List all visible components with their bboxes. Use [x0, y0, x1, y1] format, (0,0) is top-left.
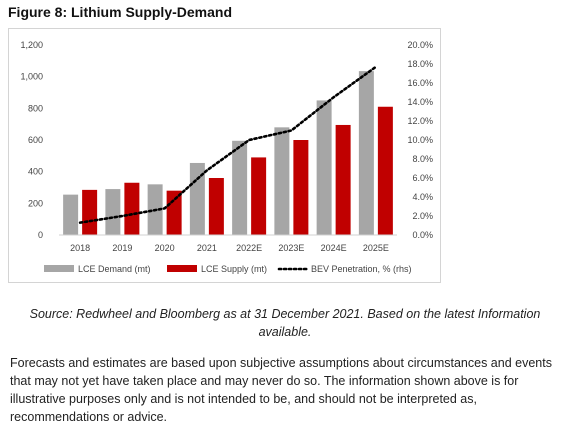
source-note: Source: Redwheel and Bloomberg as at 31 … — [29, 307, 541, 339]
demand-bar — [358, 71, 374, 235]
x-tick-label: 2022E — [236, 243, 262, 253]
demand-bar — [316, 100, 332, 236]
x-tick-label: 2021 — [197, 243, 217, 253]
bev-penetration-line — [78, 65, 378, 224]
y2-tick-label: 6.0% — [412, 173, 433, 183]
legend-swatch-demand — [44, 265, 74, 272]
supply-bar — [82, 189, 98, 235]
y-tick-label: 0 — [38, 230, 43, 240]
legend-label-supply: LCE Supply (mt) — [201, 264, 267, 274]
supply-bar — [166, 190, 182, 235]
y-tick-label: 600 — [28, 135, 43, 145]
demand-bar — [274, 127, 290, 235]
y2-tick-label: 12.0% — [407, 116, 433, 126]
supply-bar — [335, 124, 351, 235]
disclaimer-text: Forecasts and estimates are based upon s… — [10, 356, 552, 424]
supply-bar — [377, 106, 393, 235]
y2-tick-label: 2.0% — [412, 211, 433, 221]
demand-bar — [232, 140, 248, 235]
y2-tick-label: 18.0% — [407, 59, 433, 69]
chart-container: 0 200 400 600 800 1,000 1,200 0.0% 2.0% 4.0% 6.0%… — [8, 28, 441, 283]
x-tick-label: 2019 — [112, 243, 132, 253]
supply-bar — [293, 140, 309, 235]
y2-tick-label: 14.0% — [407, 97, 433, 107]
y2-tick-label: 10.0% — [407, 135, 433, 145]
y2-tick-label: 8.0% — [412, 154, 433, 164]
x-tick-label: 2024E — [321, 243, 347, 253]
x-tick-label: 2023E — [278, 243, 304, 253]
chart-svg: 0 200 400 600 800 1,000 1,200 0.0% 2.0% 4.0% 6.0%… — [20, 40, 433, 274]
figure-title: Figure 8: Lithium Supply-Demand — [8, 4, 233, 20]
demand-bar — [63, 194, 79, 235]
x-tick-label: 2025E — [363, 243, 389, 253]
legend-label-penetration: BEV Penetration, % (rhs) — [311, 264, 412, 274]
y-tick-label: 1,200 — [20, 40, 43, 50]
legend-swatch-supply — [167, 265, 197, 272]
y-tick-label: 1,000 — [20, 72, 43, 82]
y2-tick-label: 4.0% — [412, 192, 433, 202]
y2-tick-label: 20.0% — [407, 40, 433, 50]
supply-bar — [251, 157, 267, 235]
x-tick-label: 2018 — [70, 243, 90, 253]
demand-bar — [105, 189, 121, 235]
y-tick-label: 800 — [28, 103, 43, 113]
supply-bar — [208, 178, 224, 235]
supply-bar — [124, 182, 140, 235]
legend-label-demand: LCE Demand (mt) — [78, 264, 151, 274]
x-tick-label: 2020 — [155, 243, 175, 253]
y-tick-label: 400 — [28, 167, 43, 177]
y2-tick-label: 16.0% — [407, 78, 433, 88]
y-tick-label: 200 — [28, 198, 43, 208]
y2-tick-label: 0.0% — [412, 230, 433, 240]
